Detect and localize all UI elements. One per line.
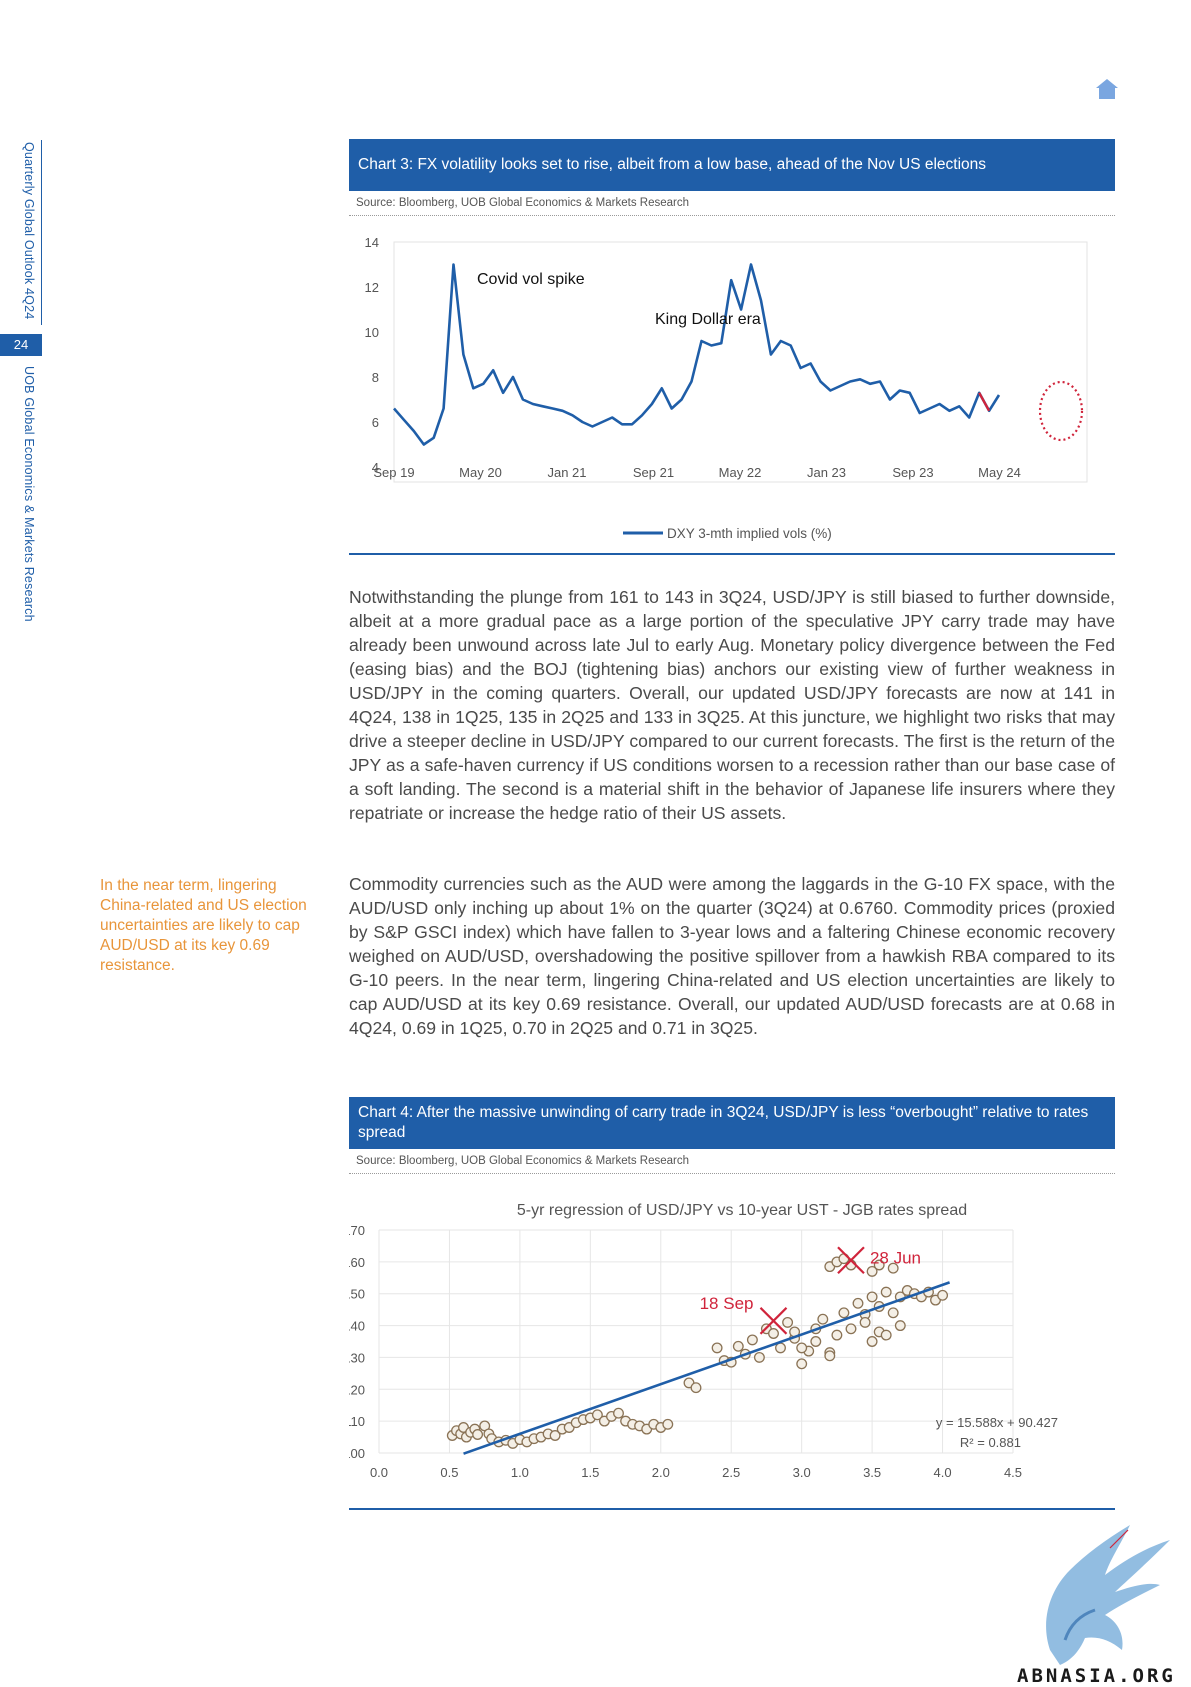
chart4-data-point xyxy=(880,1329,892,1341)
footer-watermark: ABNASIA.ORG xyxy=(1017,1665,1176,1687)
chart4-x-tick: 2.0 xyxy=(652,1465,670,1480)
chart3-y-tick: 14 xyxy=(365,235,379,250)
chart4-x-tick: 1.0 xyxy=(511,1465,529,1480)
chart4-y-tick: 140 xyxy=(349,1319,365,1334)
chart3-y-tick: 6 xyxy=(372,415,379,430)
chart4-data-point xyxy=(732,1340,744,1352)
chart3-x-tick: May 24 xyxy=(978,465,1021,480)
chart3-x-tick: Sep 19 xyxy=(373,465,414,480)
chart4-r-squared: R² = 0.881 xyxy=(960,1435,1021,1450)
chart4-data-point xyxy=(746,1334,758,1346)
chart4-x-tick: 1.5 xyxy=(581,1465,599,1480)
chart3-x-tick: May 20 xyxy=(459,465,502,480)
sidenote-audusd: In the near term, lingering China-relate… xyxy=(100,877,307,974)
chart4-divider xyxy=(349,1173,1115,1174)
chart4-data-point xyxy=(859,1316,871,1328)
chart4-data-point xyxy=(838,1307,850,1319)
chart4-data-point xyxy=(866,1291,878,1303)
chart4-plot: 5-yr regression of USD/JPY vs 10-year US… xyxy=(349,1202,1058,1480)
chart4-data-point xyxy=(690,1382,702,1394)
chart4-data-point xyxy=(472,1429,484,1440)
chart4-data-point xyxy=(937,1289,949,1301)
chart4-x-tick: 3.5 xyxy=(863,1465,881,1480)
home-icon[interactable] xyxy=(1095,78,1119,100)
chart3-x-tick: Sep 23 xyxy=(892,465,933,480)
chart4-data-point xyxy=(591,1409,603,1421)
page-number: 24 xyxy=(0,334,42,356)
chart3-y-tick: 4 xyxy=(372,460,379,475)
paragraph-usdjpy: Notwithstanding the plunge from 161 to 1… xyxy=(349,587,1115,823)
chart3-x-tick: Sep 21 xyxy=(633,465,674,480)
chart4-marker-cross xyxy=(837,1246,865,1275)
chart4-data-point xyxy=(662,1418,674,1430)
chart4-data-point xyxy=(887,1307,899,1319)
chart4-trendline xyxy=(463,1281,951,1455)
chart4-source: Source: Bloomberg, UOB Global Economics … xyxy=(356,1155,689,1167)
chart4-data-point xyxy=(831,1329,843,1341)
chart4-data-point xyxy=(796,1358,808,1370)
chart3-series-line xyxy=(393,263,1001,446)
chart3-frame xyxy=(393,241,1088,483)
chart4-data-point xyxy=(782,1316,794,1328)
publisher-name: UOB Global Economics & Markets Research xyxy=(22,366,36,622)
chart4-x-tick: 2.5 xyxy=(722,1465,740,1480)
chart4-y-tick: 130 xyxy=(349,1350,365,1365)
chart4-marker-cross xyxy=(759,1307,788,1335)
chart4-y-tick: 150 xyxy=(349,1287,365,1302)
chart4-x-tick: 0.0 xyxy=(370,1465,388,1480)
chart3-divider xyxy=(349,215,1115,216)
chart3-bottom-rule xyxy=(349,553,1115,555)
chart3-y-tick: 12 xyxy=(365,280,379,295)
chart4-marker-label: 28 Jun xyxy=(870,1248,921,1267)
chart4-data-point xyxy=(549,1430,561,1441)
chart3-highlight-segment xyxy=(978,392,991,412)
chart4-data-point xyxy=(887,1262,899,1274)
chart4-title: Chart 4: After the massive unwinding of … xyxy=(349,1097,1115,1149)
chart4-y-tick: 120 xyxy=(349,1382,365,1397)
chart4-x-tick: 4.5 xyxy=(1004,1465,1022,1480)
chart4-y-tick: 100 xyxy=(349,1446,365,1461)
chart4-data-point xyxy=(613,1407,624,1419)
chart3-annotation-king-dollar: King Dollar era xyxy=(655,311,761,328)
chart4-data-point xyxy=(796,1342,808,1354)
chart3-y-tick: 10 xyxy=(365,325,379,340)
chart3-source: Source: Bloomberg, UOB Global Economics … xyxy=(356,197,689,209)
chart3-x-tick: Jan 23 xyxy=(807,465,846,480)
chart3-x-tick: Jan 21 xyxy=(547,465,586,480)
chart4-x-tick: 0.5 xyxy=(440,1465,458,1480)
side-rule-top xyxy=(41,140,42,325)
chart4-data-point xyxy=(711,1342,723,1354)
chart3-y-tick: 8 xyxy=(372,370,379,385)
chart4-y-tick: 110 xyxy=(349,1414,365,1429)
chart3-x-tick: May 22 xyxy=(719,465,762,480)
chart4-marker-label: 18 Sep xyxy=(700,1294,754,1313)
publication-title: Quarterly Global Outlook 4Q24 xyxy=(22,142,36,320)
chart4-data-point xyxy=(810,1336,822,1347)
chart4-equation: y = 15.588x + 90.427 xyxy=(936,1415,1058,1430)
chart4-data-point xyxy=(880,1286,892,1298)
chart4-data-point xyxy=(866,1265,878,1277)
chart4-data-point xyxy=(894,1320,906,1332)
chart3-title: Chart 3: FX volatility looks set to rise… xyxy=(349,139,1115,191)
chart4-y-tick: 170 xyxy=(349,1223,365,1238)
chart4-bottom-rule xyxy=(349,1508,1115,1510)
chart4-data-point xyxy=(866,1336,878,1347)
paragraph-audusd: Commodity currencies such as the AUD wer… xyxy=(349,874,1115,1038)
griffin-logo xyxy=(1046,1525,1170,1665)
chart4-x-tick: 3.0 xyxy=(793,1465,811,1480)
chart4-data-point xyxy=(845,1323,857,1335)
chart4-inner-title: 5-yr regression of USD/JPY vs 10-year US… xyxy=(517,1202,967,1219)
chart4-x-tick: 4.0 xyxy=(934,1465,952,1480)
chart4-data-point xyxy=(873,1259,885,1271)
chart3-plot: 14 12 10 8 6 4 Sep 19 May 20 Jan 21 Sep 21 May 22… xyxy=(365,235,1088,541)
chart3-legend-label: DXY 3-mth implied vols (%) xyxy=(667,526,832,541)
chart3-annotation-covid: Covid vol spike xyxy=(477,271,585,288)
chart4-data-point xyxy=(852,1297,864,1309)
chart4-data-point xyxy=(768,1328,779,1339)
chart4-data-point xyxy=(753,1351,765,1363)
chart3-highlight-circle xyxy=(1038,380,1084,442)
chart4-data-point xyxy=(817,1313,829,1325)
chart4-y-tick: 160 xyxy=(349,1255,365,1270)
chart4-data-point xyxy=(824,1350,836,1362)
